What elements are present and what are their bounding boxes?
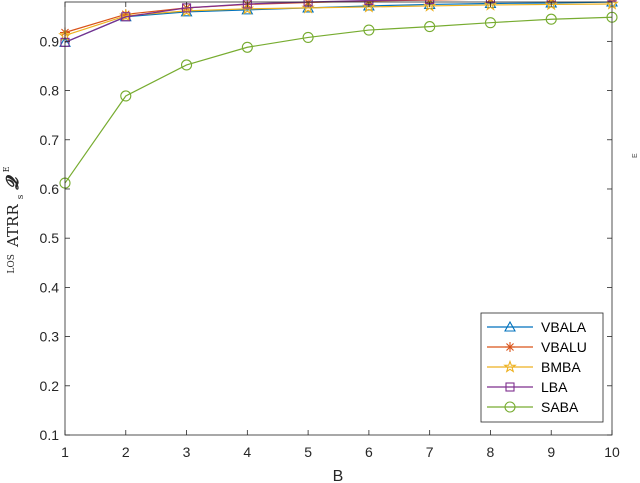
legend-item: BMBA xyxy=(487,359,581,375)
y-tick-label: 0.3 xyxy=(40,329,60,345)
circle-marker xyxy=(363,24,375,36)
square-marker xyxy=(121,12,131,22)
legend-label: SABA xyxy=(541,399,579,415)
circle-marker xyxy=(120,90,132,102)
y-tick-label: 0.6 xyxy=(40,181,60,197)
legend-item: LBA xyxy=(487,379,568,395)
asterisk-stroke xyxy=(486,0,491,3)
star-marker xyxy=(362,0,376,13)
x-tick-label: 2 xyxy=(122,444,130,460)
x-tick-label: 9 xyxy=(547,444,555,460)
asterisk-stroke xyxy=(613,0,616,2)
circle-marker xyxy=(302,31,314,43)
series-saba xyxy=(59,11,618,189)
x-tick-label: 8 xyxy=(487,444,495,460)
triangle-marker xyxy=(504,320,516,332)
y-axis-label: LOS ATRR s 𝓠 E xyxy=(0,166,27,273)
y-axis-label-symbol: 𝓠 xyxy=(3,175,23,191)
legend-label: VBALU xyxy=(541,339,587,355)
y-tick-label: 0.7 xyxy=(40,132,60,148)
asterisk-stroke xyxy=(506,343,514,351)
legend-item: SABA xyxy=(487,399,579,415)
asterisk-stroke xyxy=(551,0,556,3)
x-tick-label: 3 xyxy=(183,444,191,460)
legend-label: BMBA xyxy=(541,359,581,375)
legend-item: VBALU xyxy=(487,339,587,355)
x-axis-ticks: 1 2 3 4 5 6 7 8 9 10 xyxy=(61,2,620,460)
legend-item: VBALA xyxy=(487,319,587,335)
y-axis-label-prefix: LOS xyxy=(7,254,17,274)
circle-marker xyxy=(241,41,253,53)
circle-marker xyxy=(545,13,557,25)
series-line xyxy=(64,16,613,184)
circle-marker xyxy=(504,401,516,413)
axes xyxy=(64,1,613,436)
y-tick-label: 0.4 xyxy=(40,279,60,295)
series-line xyxy=(64,3,613,37)
y-axis-label-superscript: E xyxy=(2,166,11,172)
star-marker xyxy=(422,0,437,12)
asterisk-marker xyxy=(505,342,515,352)
x-tick-label: 5 xyxy=(304,444,312,460)
y-tick-label: 0.8 xyxy=(40,83,60,99)
circle-marker xyxy=(181,59,193,71)
square-marker xyxy=(242,0,252,9)
star-marker xyxy=(483,0,498,11)
x-tick-label: 6 xyxy=(365,444,373,460)
square-marker xyxy=(607,0,617,2)
y-tick-label: 0.9 xyxy=(40,33,60,49)
series-line xyxy=(64,0,439,43)
square-marker xyxy=(505,382,515,392)
x-tick-label: 7 xyxy=(426,444,434,460)
y-axis-ticks: 0.1 0.2 0.3 0.4 0.5 0.6 0.7 0.8 0.9 xyxy=(40,33,612,443)
svg-text:LOS ATRR s �: LOS ATRR s 𝓠 E xyxy=(0,166,27,273)
asterisk-stroke xyxy=(608,0,611,2)
circle-marker xyxy=(484,17,496,29)
legend: VBALA VBALU BMBA LBA SABA xyxy=(480,312,604,423)
y-axis-label-subscript: s xyxy=(16,194,26,199)
y-tick-label: 0.5 xyxy=(40,230,60,246)
x-tick-label: 1 xyxy=(61,444,69,460)
y-tick-label: 0.1 xyxy=(40,427,60,443)
asterisk-stroke xyxy=(547,0,551,3)
x-tick-label: 4 xyxy=(243,444,251,460)
y-tick-label: 0.2 xyxy=(40,378,60,394)
axes-box xyxy=(64,1,613,436)
y-axis-label-main: ATRR xyxy=(4,204,22,248)
x-axis-label: B xyxy=(333,468,344,483)
edge-mark: E xyxy=(632,153,639,158)
star-marker xyxy=(503,359,517,373)
asterisk-stroke xyxy=(490,0,495,3)
legend-label: LBA xyxy=(541,379,568,395)
legend-label: VBALA xyxy=(541,319,587,335)
x-tick-label: 10 xyxy=(604,444,620,460)
circle-marker xyxy=(424,21,436,33)
